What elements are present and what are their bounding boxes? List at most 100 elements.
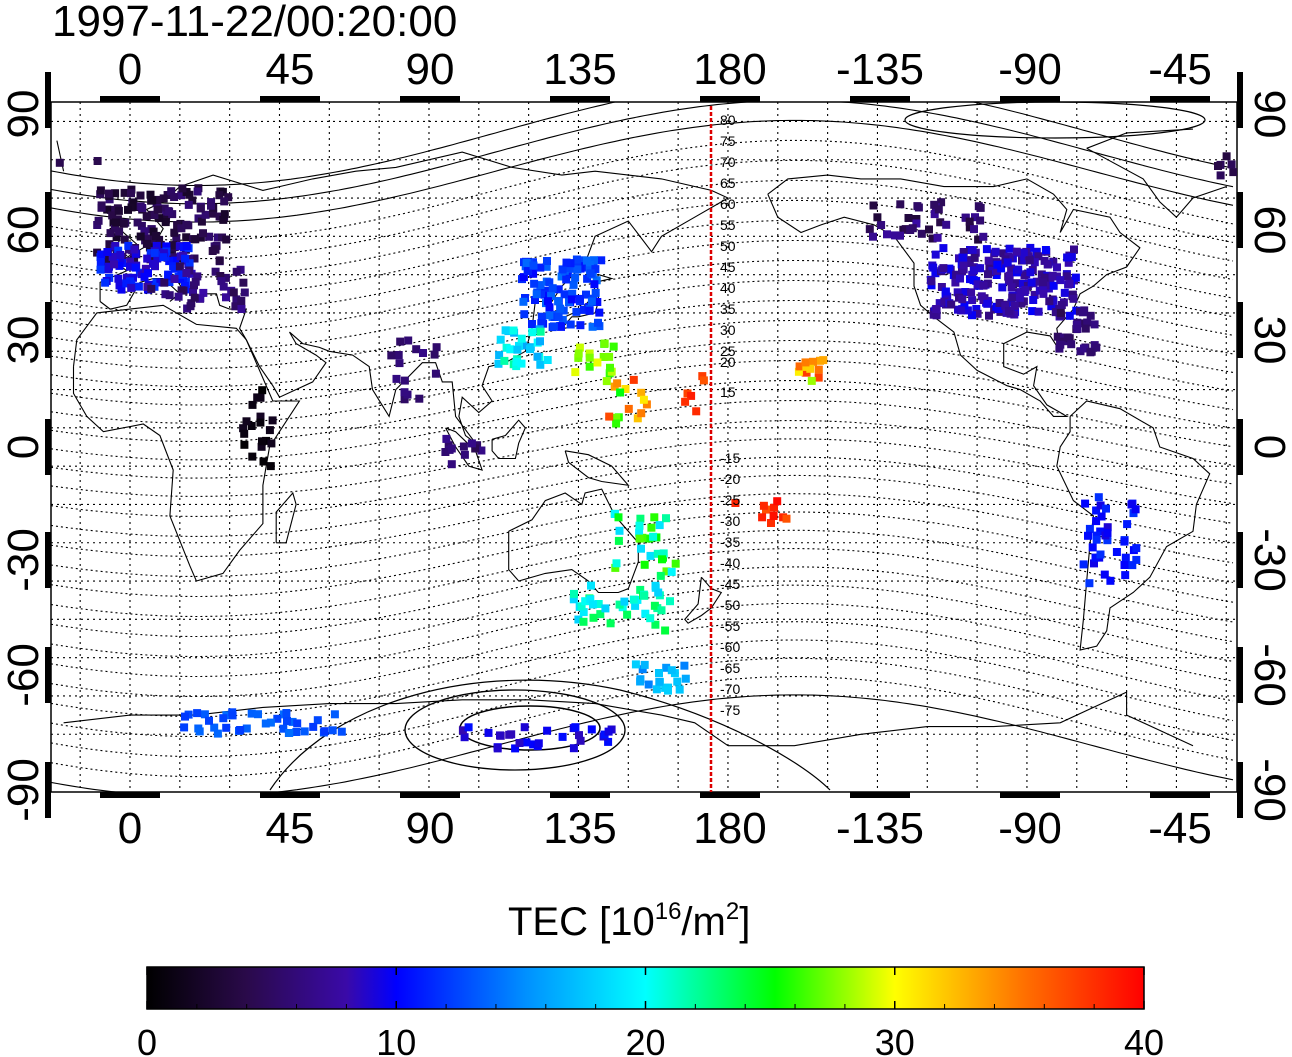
tec-pixel <box>205 232 214 241</box>
tec-pixel <box>1007 264 1016 273</box>
tec-pixel <box>216 272 225 280</box>
tec-pixel <box>650 513 659 522</box>
tec-pixel <box>637 388 646 397</box>
tec-pixel <box>1069 294 1078 303</box>
tec-pixel <box>441 448 450 456</box>
tec-pixel <box>658 555 666 564</box>
tec-pixel <box>254 710 262 719</box>
tec-pixel <box>512 357 521 366</box>
tec-pixel <box>170 193 179 201</box>
tec-pixel <box>983 299 992 308</box>
tec-pixel <box>562 275 571 284</box>
tec-pixel <box>1120 537 1129 546</box>
tec-pixel <box>265 426 274 435</box>
tec-pixel <box>162 242 171 251</box>
tec-pixel <box>662 567 671 576</box>
tec-pixel <box>184 200 193 209</box>
tec-pixel <box>256 412 265 421</box>
tec-pixel <box>236 726 245 734</box>
magnetic-lat-label: 50 <box>720 238 736 254</box>
tec-pixel <box>222 235 231 244</box>
tec-pixel <box>142 234 150 243</box>
tec-pixel <box>1121 553 1130 562</box>
tec-pixel <box>1012 247 1021 256</box>
tec-pixel <box>602 377 611 386</box>
tec-pixel <box>164 270 173 279</box>
tec-pixel <box>115 281 124 290</box>
colorbar-ticks: 0 10 20 30 40 <box>137 967 1164 1057</box>
tec-pixel <box>585 260 594 269</box>
tec-pixel <box>998 283 1007 292</box>
tec-pixel <box>165 291 174 300</box>
tec-pixel <box>937 283 946 291</box>
tec-pixel <box>973 309 982 318</box>
tec-pixel <box>968 296 977 305</box>
tec-pixel <box>522 258 531 267</box>
tec-pixel <box>176 274 184 283</box>
tec-pixel <box>927 277 936 286</box>
tec-pixel <box>1056 308 1065 317</box>
tec-pixel <box>108 211 117 220</box>
tec-pixel <box>209 209 218 218</box>
tec-pixel <box>111 242 120 250</box>
tec-pixel <box>1214 162 1222 170</box>
tec-pixel <box>273 714 282 723</box>
magnetic-contour <box>51 420 1234 497</box>
tec-pixel <box>540 290 549 299</box>
tec-pixel <box>1096 527 1105 536</box>
tec-pixel <box>1039 289 1048 298</box>
bottom-lon-label: 135 <box>543 804 616 853</box>
tec-pixel <box>640 591 649 600</box>
tec-pixel <box>801 368 810 377</box>
tec-pixel <box>186 302 195 311</box>
tec-pixel <box>512 362 521 371</box>
tec-pixel <box>396 337 405 346</box>
tec-pixel <box>577 602 586 611</box>
right-lat-label: 30 <box>1245 316 1292 365</box>
tec-pixel <box>120 235 129 244</box>
tec-pixel <box>593 298 602 306</box>
tec-pixel <box>1073 324 1082 333</box>
tec-pixel <box>1016 288 1025 297</box>
tec-pixel <box>175 262 184 271</box>
tec-pixel <box>687 391 696 400</box>
tec-pixel <box>917 229 926 238</box>
tec-pixel <box>585 349 594 358</box>
tec-pixel <box>575 343 584 352</box>
tec-pixel <box>247 709 256 718</box>
tec-pixel <box>537 312 546 321</box>
tec-pixel <box>330 710 339 719</box>
tec-pixel <box>55 158 64 167</box>
tec-pixel <box>667 567 676 576</box>
colorbar-tick-label: 30 <box>875 1022 915 1057</box>
tec-pixel <box>549 322 558 331</box>
tec-pixel <box>110 260 118 269</box>
tec-pixel <box>536 263 545 272</box>
tec-pixel <box>896 231 904 240</box>
tec-pixel <box>594 318 602 327</box>
tec-pixel <box>1056 276 1065 285</box>
tec-pixel <box>505 730 514 739</box>
magnetic-contour <box>51 199 1234 296</box>
tec-pixel <box>217 277 226 286</box>
tec-pixel <box>170 275 179 283</box>
tec-pixel <box>599 353 608 361</box>
tec-pixel <box>127 189 135 198</box>
tec-pixel <box>936 218 945 227</box>
axis-bar-left <box>45 762 51 818</box>
tec-pixel <box>971 213 979 222</box>
bottom-lon-label: 45 <box>266 804 315 853</box>
tec-pixel <box>661 626 670 635</box>
tec-pixel <box>248 452 257 461</box>
magnetic-contour <box>51 529 1234 618</box>
tec-pixel <box>97 201 106 210</box>
tec-pixel <box>177 286 186 295</box>
tec-pixel <box>656 571 665 580</box>
tec-pixel <box>199 229 207 238</box>
tec-pixel <box>150 248 159 257</box>
tec-pixel <box>153 195 162 204</box>
tec-pixel <box>600 339 609 348</box>
tec-pixel <box>190 293 199 302</box>
tec-pixel <box>520 310 529 319</box>
tec-pixel <box>601 604 610 613</box>
